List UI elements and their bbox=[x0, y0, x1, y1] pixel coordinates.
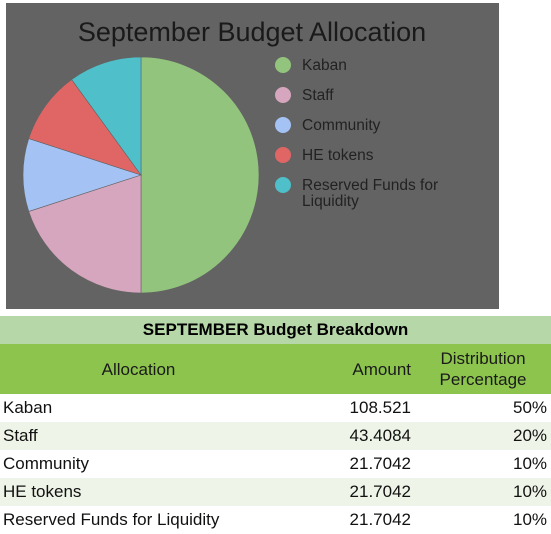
cell-allocation: Community bbox=[0, 450, 277, 478]
table-title-row: SEPTEMBER Budget Breakdown bbox=[0, 316, 551, 344]
legend-label: Community bbox=[302, 117, 381, 134]
legend-label: Liquidity bbox=[302, 193, 359, 210]
legend-marker bbox=[275, 177, 291, 193]
table-row: Staff 43.4084 20% bbox=[0, 422, 551, 450]
budget-breakdown-table: SEPTEMBER Budget Breakdown Allocation Am… bbox=[0, 316, 551, 534]
pie-chart-panel: September Budget Allocation Kaban Staff Co… bbox=[6, 3, 499, 309]
cell-percentage: 10% bbox=[415, 450, 551, 478]
cell-percentage: 50% bbox=[415, 394, 551, 422]
legend-marker bbox=[275, 147, 291, 163]
cell-amount: 21.7042 bbox=[277, 506, 415, 534]
cell-allocation: Kaban bbox=[0, 394, 277, 422]
cell-percentage: 20% bbox=[415, 422, 551, 450]
cell-percentage: 10% bbox=[415, 506, 551, 534]
cell-amount: 21.7042 bbox=[277, 478, 415, 506]
table-row: HE tokens 21.7042 10% bbox=[0, 478, 551, 506]
header-distribution-line1: Distribution bbox=[440, 349, 526, 368]
header-allocation: Allocation bbox=[0, 344, 277, 394]
pie-slice-kaban bbox=[140, 56, 260, 294]
chart-title: September Budget Allocation bbox=[78, 17, 426, 47]
legend-marker bbox=[275, 57, 291, 73]
pie-slices bbox=[22, 56, 260, 294]
header-amount: Amount bbox=[277, 344, 415, 394]
chart-legend: Kaban Staff Community HE tokens Reserved Fun… bbox=[275, 57, 438, 210]
legend-label: Staff bbox=[302, 87, 334, 104]
table-header-row: Allocation Amount Distribution Percentag… bbox=[0, 344, 551, 394]
table-row: Kaban 108.521 50% bbox=[0, 394, 551, 422]
pie-slice-he-tokens bbox=[28, 79, 142, 176]
cell-allocation: Reserved Funds for Liquidity bbox=[0, 506, 277, 534]
pie-chart: September Budget Allocation Kaban Staff Co… bbox=[22, 17, 438, 294]
header-distribution-line2: Percentage bbox=[439, 370, 527, 389]
cell-amount: 21.7042 bbox=[277, 450, 415, 478]
table-row: Reserved Funds for Liquidity 21.7042 10% bbox=[0, 506, 551, 534]
cell-allocation: HE tokens bbox=[0, 478, 277, 506]
cell-percentage: 10% bbox=[415, 478, 551, 506]
pie-slice-reserved-funds-for-liquidity bbox=[71, 56, 142, 176]
table-row: Community 21.7042 10% bbox=[0, 450, 551, 478]
header-distribution-percentage: Distribution Percentage bbox=[415, 344, 551, 394]
cell-amount: 108.521 bbox=[277, 394, 415, 422]
legend-label: Reserved Funds for bbox=[302, 177, 438, 194]
legend-label: Kaban bbox=[302, 57, 347, 74]
cell-amount: 43.4084 bbox=[277, 422, 415, 450]
table-title: SEPTEMBER Budget Breakdown bbox=[0, 316, 551, 344]
pie-slice-community bbox=[22, 138, 142, 212]
legend-label: HE tokens bbox=[302, 147, 374, 164]
cell-allocation: Staff bbox=[0, 422, 277, 450]
legend-marker bbox=[275, 87, 291, 103]
legend-marker bbox=[275, 117, 291, 133]
pie-slice-staff bbox=[28, 174, 142, 294]
